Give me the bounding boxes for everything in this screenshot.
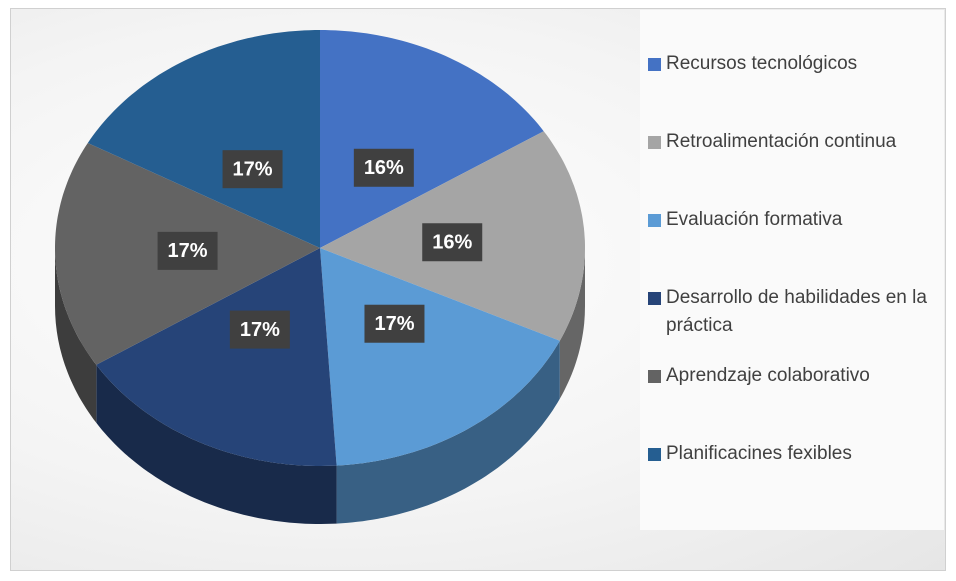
data-label-box	[157, 231, 218, 270]
slice-side	[96, 364, 337, 524]
legend-swatch	[648, 214, 661, 227]
slice	[96, 248, 337, 466]
legend-item: Evaluación formativa	[648, 206, 948, 234]
legend-label: Planificacines fexibles	[666, 443, 852, 464]
legend-swatch	[648, 448, 661, 461]
slice-side	[55, 248, 97, 423]
data-label-box	[353, 148, 414, 187]
legend-item: Recursos tecnológicos	[648, 50, 948, 78]
slice-side	[559, 248, 585, 399]
legend-label: Evaluación formativa	[666, 209, 843, 230]
legend-swatch	[648, 370, 661, 383]
data-label-box	[364, 304, 425, 343]
data-label-box	[422, 223, 483, 262]
data-label: 16%	[364, 157, 404, 179]
legend-label: Retroalimentación continua	[666, 131, 897, 152]
legend-area	[640, 10, 944, 530]
legend-swatch	[648, 58, 661, 71]
data-label: 17%	[233, 158, 273, 180]
data-label: 16%	[432, 232, 472, 254]
legend-label: Aprendzaje colaborativo	[666, 365, 870, 386]
legend-item: Aprendzaje colaborativo	[648, 362, 948, 390]
data-label-box	[222, 150, 283, 189]
legend-item: Retroalimentación continua	[648, 128, 948, 156]
slice	[87, 30, 320, 248]
legend-swatch	[648, 292, 661, 305]
legend-swatch	[648, 136, 661, 149]
legend-item: Desarrollo de habilidades en la práctica	[648, 284, 948, 340]
slice	[320, 30, 544, 248]
legend-label: Desarrollo de habilidades en la práctica	[666, 287, 927, 336]
data-label-box	[229, 310, 290, 349]
data-label: 17%	[240, 319, 280, 341]
slice-side	[336, 340, 560, 524]
legend-label: Recursos tecnológicos	[666, 53, 858, 74]
legend-item: Planificacines fexibles	[648, 440, 948, 468]
slice	[320, 248, 560, 466]
data-label: 17%	[374, 313, 414, 335]
data-label: 17%	[168, 240, 208, 262]
